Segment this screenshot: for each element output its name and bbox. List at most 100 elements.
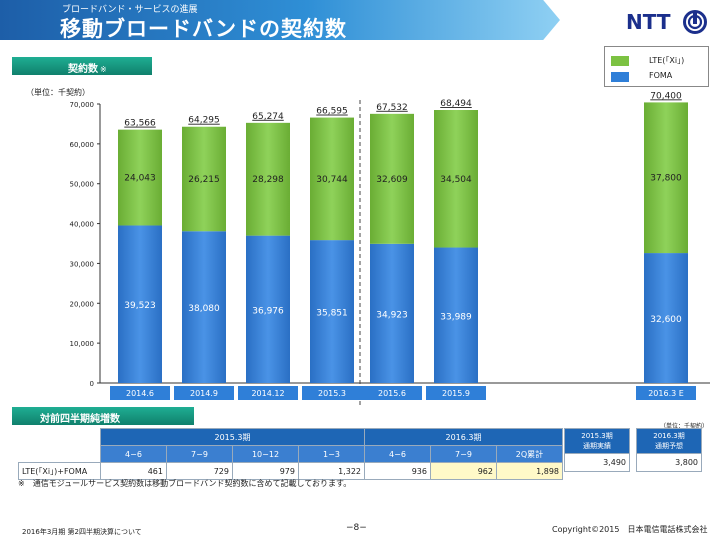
data-label-lte: 30,744 — [316, 175, 348, 185]
data-label-foma: 32,600 — [650, 315, 682, 325]
bar-foma — [370, 243, 414, 383]
chart-legend: LTE(「Xi」) FOMA — [604, 46, 709, 87]
chart-unit: （単位：千契約） — [26, 88, 90, 97]
legend-swatch-lte — [611, 56, 629, 66]
forecast-header: 2016.3期 通期予想 — [636, 428, 702, 454]
category-label-box — [174, 386, 234, 400]
table-cell: 461 — [100, 462, 167, 480]
table-cell-highlight: 962 — [430, 462, 497, 480]
bar-lte — [246, 122, 290, 236]
bar-foma — [182, 231, 226, 383]
table-row: LTE(「Xi」)+FOMA 461 729 979 1,322 936 962… — [18, 462, 563, 480]
table-cell-highlight: 1,898 — [496, 462, 563, 480]
bar-lte — [434, 110, 478, 248]
header-subtitle: ブロードバンド・サービスの進展 — [62, 5, 198, 15]
header-quarter: 1−3 — [298, 445, 365, 463]
section-label-text-2: 対前四半期純増数 — [40, 414, 120, 425]
header-quarter: 7−9 — [430, 445, 497, 463]
category-label-box — [110, 386, 170, 400]
category-label-box — [636, 386, 696, 400]
y-tick-label: 0 — [90, 380, 94, 388]
x-tick-label: 2015.6 — [378, 389, 406, 398]
header-period-2015: 2015.3期 — [100, 428, 365, 446]
net-increase-table: 2015.3期 2016.3期 4−6 7−9 10−12 1−3 4−6 7−… — [18, 428, 563, 480]
data-label-foma: 34,923 — [376, 310, 408, 320]
page-header: ブロードバンド・サービスの進展 移動ブロードバンドの契約数 NTT — [0, 0, 720, 44]
section-label-net-increase: 対前四半期純増数 — [12, 407, 194, 425]
x-tick-label: 2015.3 — [318, 389, 346, 398]
actual-header: 2015.3期 通期実績 — [564, 428, 630, 454]
bar-foma — [118, 225, 162, 383]
row-label: LTE(「Xi」)+FOMA — [18, 462, 101, 480]
y-tick-label: 60,000 — [70, 141, 95, 149]
ntt-logo: NTT — [626, 8, 707, 36]
y-tick-label: 30,000 — [70, 260, 95, 268]
header-quarter: 2Q累計 — [496, 445, 563, 463]
bar-foma — [644, 253, 688, 383]
section-label-contracts: 契約数 ※ — [12, 57, 152, 75]
category-label-box — [302, 386, 362, 400]
data-label-foma: 35,851 — [316, 309, 348, 319]
y-tick-label: 50,000 — [70, 181, 95, 189]
footnote: ※ 通信モジュールサービス契約数は移動ブロードバンド契約数に含めて記載しておりま… — [18, 479, 352, 488]
section-label-note: ※ — [100, 65, 107, 74]
y-tick-label: 20,000 — [70, 300, 95, 308]
bar-lte — [644, 102, 688, 254]
stacked-bar-chart: 0 10,000 20,000 30,000 40,000 50,000 60,000 70,… — [70, 91, 710, 405]
data-label-total: 67,532 — [376, 103, 408, 113]
header-quarter: 7−9 — [166, 445, 233, 463]
table-cell: 979 — [232, 462, 299, 480]
header-period-2016: 2016.3期 — [364, 428, 563, 446]
data-label-total: 68,494 — [440, 99, 472, 109]
data-label-foma: 38,080 — [188, 304, 220, 314]
header-quarter: 10−12 — [232, 445, 299, 463]
data-label-lte: 34,504 — [440, 175, 472, 185]
actual-value: 3,490 — [564, 453, 630, 472]
x-tick-label: 2014.12 — [251, 389, 284, 398]
bar-foma — [310, 240, 354, 383]
x-tick-label: 2014.6 — [126, 389, 154, 398]
category-label-box — [238, 386, 298, 400]
y-tick-label: 40,000 — [70, 221, 95, 229]
data-label-total: 64,295 — [188, 116, 220, 126]
x-tick-label: 2015.9 — [442, 389, 470, 398]
header-quarter: 4−6 — [100, 445, 167, 463]
header-banner — [0, 0, 560, 40]
header-quarter: 4−6 — [364, 445, 431, 463]
bar-lte — [310, 117, 354, 241]
category-label-box — [426, 386, 486, 400]
forecast-header-line2: 通期予想 — [655, 442, 683, 450]
data-label-foma: 36,976 — [252, 306, 284, 316]
logo-text: NTT — [626, 10, 671, 34]
actual-header-line2: 通期実績 — [583, 442, 611, 450]
bar-lte — [182, 126, 226, 232]
data-label-total: 65,274 — [252, 112, 284, 122]
data-label-lte: 28,298 — [252, 175, 284, 185]
x-tick-label: 2014.9 — [190, 389, 218, 398]
data-label-total: 63,566 — [124, 119, 156, 129]
table-unit: （単位：千契約） — [660, 423, 709, 430]
legend-label-lte: LTE(「Xi」) — [649, 56, 685, 65]
table-cell: 936 — [364, 462, 431, 480]
forecast-value: 3,800 — [636, 453, 702, 472]
legend-label-foma: FOMA — [649, 71, 673, 80]
table-cell: 729 — [166, 462, 233, 480]
data-label-total: 70,400 — [650, 91, 682, 101]
ntt-mark-icon — [683, 10, 707, 34]
data-label-lte: 32,609 — [376, 175, 408, 185]
forecast-header-line1: 2016.3期 — [653, 432, 685, 440]
actual-header-line1: 2015.3期 — [581, 432, 613, 440]
table-cell: 1,322 — [298, 462, 365, 480]
bar-lte — [370, 113, 414, 244]
data-label-lte: 26,215 — [188, 175, 220, 185]
data-label-lte: 24,043 — [124, 174, 156, 184]
bar-lte — [118, 129, 162, 226]
category-label-box — [362, 386, 422, 400]
data-label-total: 66,595 — [316, 107, 348, 117]
page-number: −8− — [346, 523, 367, 533]
x-tick-label: 2016.3 E — [648, 389, 684, 398]
section-label-text: 契約数 — [68, 64, 98, 75]
bar-foma — [434, 247, 478, 383]
copyright: Copyright©2015 日本電信電話株式会社 — [552, 525, 708, 534]
actual-box: 2015.3期 通期実績 3,490 — [564, 428, 630, 472]
